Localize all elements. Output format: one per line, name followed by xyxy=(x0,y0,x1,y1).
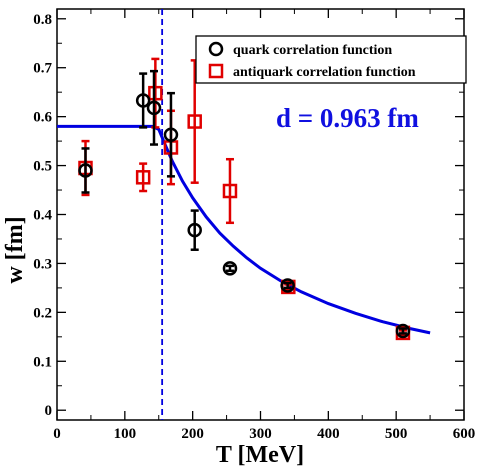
legend-quark-label: quark correlation function xyxy=(233,43,392,58)
antiquark-point xyxy=(148,57,163,129)
x-tick-label: 600 xyxy=(453,426,476,442)
y-tick-label: 0.2 xyxy=(33,305,52,321)
quark-point-marker xyxy=(187,222,202,238)
antiquark-point xyxy=(135,162,151,193)
quark-point-marker xyxy=(222,261,238,276)
legend-antiquark-marker xyxy=(208,63,224,79)
points-group xyxy=(78,57,411,341)
y-tick-label: 0.1 xyxy=(33,354,52,370)
legend: quark correlation function antiquark cor… xyxy=(195,35,467,84)
antiquark-point-marker xyxy=(187,114,202,129)
y-tick-label: 0.5 xyxy=(33,159,52,175)
legend-quark-marker xyxy=(208,41,224,57)
tick-group: 0 100 200 300 400 500 600 0 0.1 0.2 0.3 0.4 0.5 0.6 0.… xyxy=(33,9,475,442)
quark-point xyxy=(146,69,162,146)
antiquark-point-marker xyxy=(135,170,151,185)
quark-point xyxy=(280,278,295,293)
fit-annotation: d = 0.963 fm xyxy=(276,103,419,133)
y-tick-label: 0.7 xyxy=(33,61,52,77)
y-tick-label: 0.3 xyxy=(33,256,52,272)
quark-point xyxy=(222,261,238,276)
x-axis-title: T [MeV] xyxy=(216,442,304,468)
legend-box xyxy=(195,35,467,84)
quark-point-marker xyxy=(395,323,411,339)
x-tick-label: 500 xyxy=(385,426,408,442)
y-axis-title: w [fm] xyxy=(2,216,28,283)
antiquark-point xyxy=(222,157,238,225)
fit-group xyxy=(57,124,431,335)
quark-point xyxy=(135,72,151,129)
antiquark-point-marker xyxy=(222,183,238,199)
quark-point xyxy=(163,91,179,178)
quark-point-marker xyxy=(146,100,162,116)
quark-point xyxy=(78,147,93,194)
quark-point-marker xyxy=(135,93,151,108)
quark-point-marker xyxy=(280,278,295,293)
quark-point-marker xyxy=(78,163,93,178)
x-tick-label: 400 xyxy=(317,426,340,442)
y-tick-label: 0.6 xyxy=(33,110,52,126)
y-tick-label: 0.8 xyxy=(33,12,52,28)
y-tick-label: 0.4 xyxy=(33,208,52,224)
x-tick-label: 0 xyxy=(53,426,61,442)
quark-point xyxy=(395,323,411,339)
legend-antiquark-label: antiquark correlation function xyxy=(233,65,416,80)
quark-point-marker xyxy=(163,127,179,142)
x-tick-label: 200 xyxy=(181,426,204,442)
x-tick-label: 100 xyxy=(114,426,137,442)
antiquark-point xyxy=(187,59,202,184)
antiquark-point-marker xyxy=(148,85,163,101)
quark-point xyxy=(187,209,202,251)
fit-curve xyxy=(57,124,431,335)
x-tick-label: 300 xyxy=(249,426,272,442)
y-tick-label: 0 xyxy=(45,403,53,419)
